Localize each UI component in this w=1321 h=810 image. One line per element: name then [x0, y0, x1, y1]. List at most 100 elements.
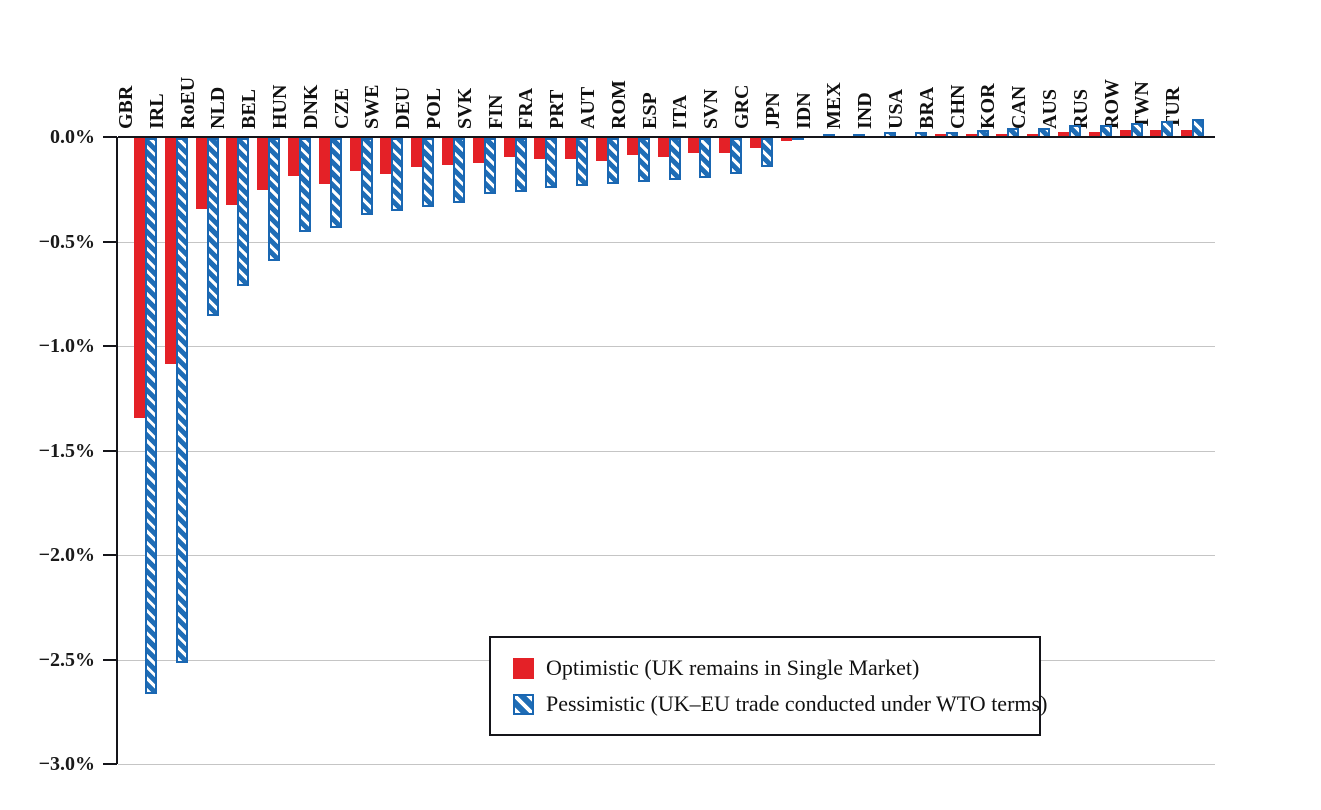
y-axis-tick: [103, 763, 117, 765]
bar-pessimistic-FIN: [514, 138, 527, 193]
bar-pessimistic-SWE: [391, 138, 404, 212]
bar-optimistic-SWE: [380, 138, 392, 174]
bar-optimistic-GBR: [134, 138, 145, 419]
bar-optimistic-KOR: [996, 133, 1008, 138]
category-label-KOR: KOR: [977, 83, 1000, 129]
category-label-GRC: GRC: [731, 84, 753, 129]
bar-optimistic-FIN: [503, 138, 515, 157]
category-label-BRA: BRA: [915, 86, 938, 129]
bar-optimistic-RoEU: [195, 138, 207, 210]
y-axis-tick: [103, 658, 117, 661]
category-label-TWN: TWN: [1131, 81, 1154, 129]
bar-optimistic-AUS: [1058, 131, 1069, 138]
bar-pessimistic-NLD: [237, 138, 250, 287]
category-label-DEU: DEU: [392, 86, 415, 129]
zero-baseline: [118, 136, 1215, 139]
bar-pessimistic-FRA: [545, 138, 558, 189]
bar-pessimistic-DNK: [329, 138, 342, 228]
bar-pessimistic-GBR: [145, 138, 157, 694]
y-axis-tick: [103, 345, 117, 347]
bar-optimistic-GRC: [750, 138, 761, 149]
gridline: [118, 764, 1215, 765]
bar-optimistic-ROW: [1119, 129, 1131, 138]
bar-optimistic-TWN: [1150, 129, 1162, 138]
category-label-IRL: IRL: [145, 93, 168, 129]
bar-pessimistic-AUT: [607, 138, 619, 184]
category-label-RoEU: RoEU: [176, 76, 199, 129]
y-tick-label: 0.0%: [50, 126, 95, 148]
category-label-RUS: RUS: [1069, 88, 1092, 129]
y-tick-label: −1.5%: [38, 439, 95, 462]
gridline: [118, 555, 1215, 556]
category-label-JPN: JPN: [761, 92, 784, 129]
bar-optimistic-TUR: [1181, 129, 1193, 138]
y-axis-tick: [103, 136, 117, 138]
bar-pessimistic-BEL: [268, 138, 281, 262]
plot-area: 0.0% −0.5% −1.0% −1.5% −2.0% −2.5% −3.0% GBR IRL…: [39, 77, 1215, 775]
y-tick-label: −3.0%: [38, 753, 95, 775]
category-label-POL: POL: [423, 87, 445, 129]
category-label-CAN: CAN: [1008, 85, 1031, 129]
y-axis-tick: [103, 449, 117, 452]
category-label-CHN: CHN: [946, 84, 969, 129]
gridline: [118, 346, 1215, 347]
bar-optimistic-SVN: [719, 138, 731, 153]
legend-label-pessimistic: Pessimistic (UK–EU trade conducted under…: [546, 691, 1048, 716]
bar-pessimistic-HUN: [299, 138, 311, 233]
category-label-FRA: FRA: [515, 87, 538, 129]
bar-pessimistic-GRC: [761, 138, 773, 168]
category-label-GBR: GBR: [115, 85, 137, 129]
bar-optimistic-ESP: [657, 138, 669, 157]
bar-optimistic-BRA: [934, 133, 946, 138]
y-tick-label: −2.0%: [38, 544, 95, 566]
category-label-MEX: MEX: [823, 82, 846, 129]
gridline: [118, 241, 1215, 243]
category-label-SVK: SVK: [453, 87, 476, 129]
bar-pessimistic-DEU: [422, 138, 435, 207]
bar-optimistic-DEU: [411, 138, 423, 168]
bar-pessimistic-ITA: [699, 138, 712, 178]
bar-pessimistic-RoEU: [206, 138, 219, 316]
bar-optimistic-POL: [442, 138, 453, 166]
category-label-ROM: ROM: [607, 80, 630, 129]
bar-pessimistic-SVK: [483, 138, 496, 195]
bar-optimistic-ROM: [626, 138, 638, 155]
bar-optimistic-IRL: [164, 138, 176, 364]
bar-optimistic-NLD: [226, 138, 238, 205]
y-tick-label: −2.5%: [38, 648, 95, 671]
category-label-IND: IND: [854, 92, 877, 129]
bar-pessimistic-ROM: [637, 138, 650, 182]
category-label-AUT: AUT: [577, 86, 599, 129]
legend-label-optimistic: Optimistic (UK remains in Single Market): [546, 655, 920, 680]
bar-optimistic-AUT: [596, 138, 607, 161]
bar-optimistic-CAN: [1027, 133, 1039, 138]
bar-optimistic-CHN: [965, 133, 977, 138]
legend-item-pessimistic: Pessimistic (UK–EU trade conducted under…: [513, 691, 1047, 717]
category-label-DNK: DNK: [299, 84, 322, 129]
category-label-NLD: NLD: [207, 86, 230, 129]
category-label-IDN: IDN: [792, 92, 815, 129]
y-tick-label: −1.0%: [38, 335, 95, 357]
legend-item-optimistic: Optimistic (UK remains in Single Market): [513, 655, 1039, 681]
bar-pessimistic-POL: [453, 138, 465, 203]
bar-optimistic-CZE: [349, 138, 361, 172]
bar-pessimistic-ESP: [668, 138, 681, 180]
bar-optimistic-DNK: [318, 138, 330, 184]
bar-optimistic-RUS: [1088, 131, 1100, 138]
pessimistic-swatch-icon: [513, 693, 534, 715]
category-label-SVN: SVN: [700, 88, 723, 129]
category-label-ESP: ESP: [638, 92, 661, 129]
category-label-USA: USA: [885, 88, 907, 129]
bar-optimistic-ITA: [688, 138, 700, 153]
optimistic-swatch-icon: [513, 657, 534, 679]
bar-optimistic-SVK: [472, 138, 484, 164]
y-axis-tick: [103, 554, 117, 556]
bar-optimistic-BEL: [257, 138, 269, 191]
category-label-ITA: ITA: [669, 94, 692, 129]
bar-optimistic-HUN: [288, 138, 299, 176]
gridline: [118, 450, 1215, 452]
category-label-SWE: SWE: [361, 84, 384, 129]
bar-optimistic-JPN: [780, 138, 792, 141]
category-label-ROW: ROW: [1100, 79, 1123, 129]
